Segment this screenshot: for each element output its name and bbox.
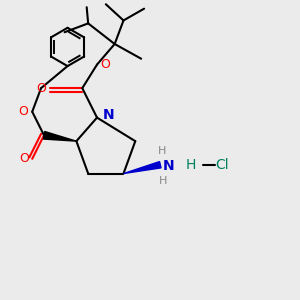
Text: H: H	[158, 176, 167, 186]
Polygon shape	[43, 131, 76, 141]
Text: H: H	[185, 158, 196, 172]
Text: N: N	[163, 159, 174, 173]
Text: O: O	[19, 152, 29, 165]
Text: Cl: Cl	[215, 158, 228, 172]
Text: O: O	[19, 105, 28, 118]
Text: O: O	[100, 58, 110, 71]
Text: O: O	[37, 82, 46, 95]
Text: N: N	[102, 108, 114, 122]
Polygon shape	[124, 162, 161, 174]
Text: H: H	[158, 146, 166, 156]
